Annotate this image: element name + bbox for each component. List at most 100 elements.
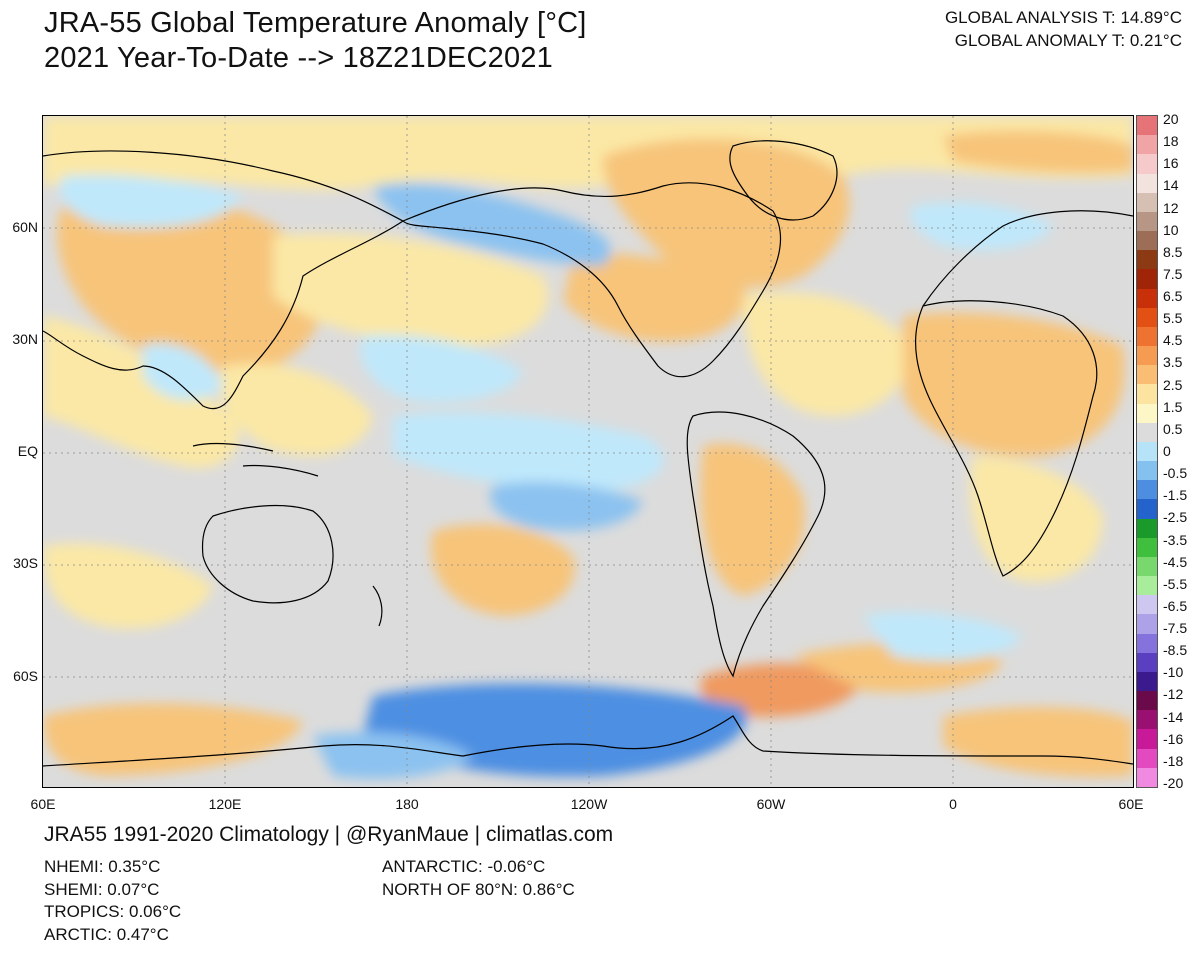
warm-region-greenland-canada [603,138,850,288]
legend-label: 5.5 [1163,310,1183,327]
legend-label: 7.5 [1163,265,1183,282]
legend-swatch [1137,671,1157,692]
legend-label: -18 [1163,752,1184,769]
legend-swatch [1137,518,1157,539]
outline-africa [914,300,1098,577]
cool-region-india [143,343,223,400]
legend-swatch [1137,384,1157,405]
legend-swatch [1137,307,1157,328]
cool-region-tropical-pacific [360,335,523,403]
stat-nhemi: NHEMI: 0.35°C [44,857,161,876]
legend-label: 2.5 [1163,376,1183,393]
outline-indonesia [192,442,319,477]
legend-swatch [1137,461,1157,481]
warm-region-asia-south [43,316,240,468]
footer-stats-right: ANTARCTIC: -0.06°C NORTH OF 80°N: 0.86°C [382,856,575,901]
cool-region-alaska [373,183,611,266]
legend-swatch [1137,154,1157,174]
warm-region-south-pacific [431,524,575,616]
lon-label-60w: 60W [756,796,786,812]
legend-label: 3.5 [1163,354,1183,371]
legend-swatch [1137,767,1157,788]
legend-label: 0 [1163,443,1171,459]
legend-swatch [1137,652,1157,673]
legend-label: 1.5 [1163,398,1183,415]
stat-tropics: TROPICS: 0.06°C [44,902,182,921]
legend-swatch [1137,422,1157,443]
lat-label-30s: 30S [13,555,38,571]
cool-region-east-pacific [393,412,664,491]
legend-label: -6.5 [1163,597,1188,614]
legend-label: -2.5 [1163,509,1188,526]
legend-label: -1.5 [1163,487,1188,504]
outline-new-zealand [372,585,383,627]
legend-label: -3.5 [1163,531,1188,548]
cool-region-south-atlantic [863,612,1023,661]
warm-region-usa [563,253,746,342]
legend-label: -7.5 [1163,620,1188,637]
global-anomaly-temp: GLOBAL ANOMALY T: 0.21°C [954,31,1182,50]
stat-antarctic: ANTARCTIC: -0.06°C [382,857,546,876]
legend-swatch [1137,576,1157,596]
outline-greenland [729,140,838,221]
legend-swatch [1137,211,1157,232]
legend-label: -14 [1163,708,1184,725]
map-title: JRA-55 Global Temperature Anomaly [°C] 2… [44,6,587,76]
legend-swatch [1137,231,1157,251]
legend-swatch [1137,729,1157,750]
legend-label: -5.5 [1163,575,1188,592]
warm-region-svalbard [943,130,1133,173]
legend-label: 6.5 [1163,288,1183,305]
legend-swatch [1137,116,1157,136]
warm-region-antarctic-east [943,706,1133,777]
lon-label-60e-end: 60E [1118,796,1144,812]
legend-label: 20 [1163,111,1179,127]
lon-label-180: 180 [395,796,419,812]
cool-region-antarctic-ross [313,732,473,780]
coastlines [43,140,1133,767]
outline-north-america [401,182,781,378]
outline-europe [922,210,1133,307]
stat-arctic: ARCTIC: 0.47°C [44,924,169,944]
cool-region-siberia [59,174,243,228]
legend-swatch [1137,691,1157,711]
legend-swatch [1137,748,1157,769]
legend-label: -4.5 [1163,553,1188,570]
legend-label: 12 [1163,199,1179,216]
global-stats: GLOBAL ANALYSIS T: 14.89°C GLOBAL ANOMAL… [945,6,1182,52]
warm-region-tropical-pacific [220,363,373,456]
lon-label-120w: 120W [570,796,608,812]
legend-swatch [1137,326,1157,347]
legend-label: -12 [1163,686,1184,703]
legend-swatch [1137,556,1157,577]
warm-region-south-america [700,443,805,596]
legend-swatch [1137,441,1157,462]
legend-swatch [1137,250,1157,270]
legend-swatch [1137,480,1157,500]
cool-region-scandinavia [910,202,1053,250]
anomaly-field [43,116,1133,780]
legend-label: -8.5 [1163,642,1188,659]
legend-swatch [1137,499,1157,520]
stat-shemi: SHEMI: 0.07°C [44,879,160,899]
lat-label-eq: EQ [17,443,38,459]
lon-label-120e: 120E [208,796,242,812]
anomaly-map-svg [43,116,1133,787]
legend-label: 4.5 [1163,332,1183,349]
lat-label-60s: 60S [13,668,38,684]
legend-swatch [1137,269,1157,290]
legend-swatch [1137,346,1157,366]
climatology-source: JRA55 1991-2020 Climatology | @RyanMaue … [44,823,614,846]
legend-swatch [1137,595,1157,615]
legend-swatch [1137,633,1157,654]
legend-swatch [1137,365,1157,385]
anomaly-map [42,115,1134,788]
legend-label: 0.5 [1163,420,1183,437]
global-analysis-temp: GLOBAL ANALYSIS T: 14.89°C [944,8,1182,27]
warm-region-africa-north [903,312,1125,457]
warm-region-arctic [43,116,1133,190]
title-line-1: JRA-55 Global Temperature Anomaly [°C] [44,7,587,39]
stat-north-of-80n: NORTH OF 80°N: 0.86°C [382,879,575,899]
lat-label-60n: 60N [12,219,38,235]
graticule [43,116,1133,787]
